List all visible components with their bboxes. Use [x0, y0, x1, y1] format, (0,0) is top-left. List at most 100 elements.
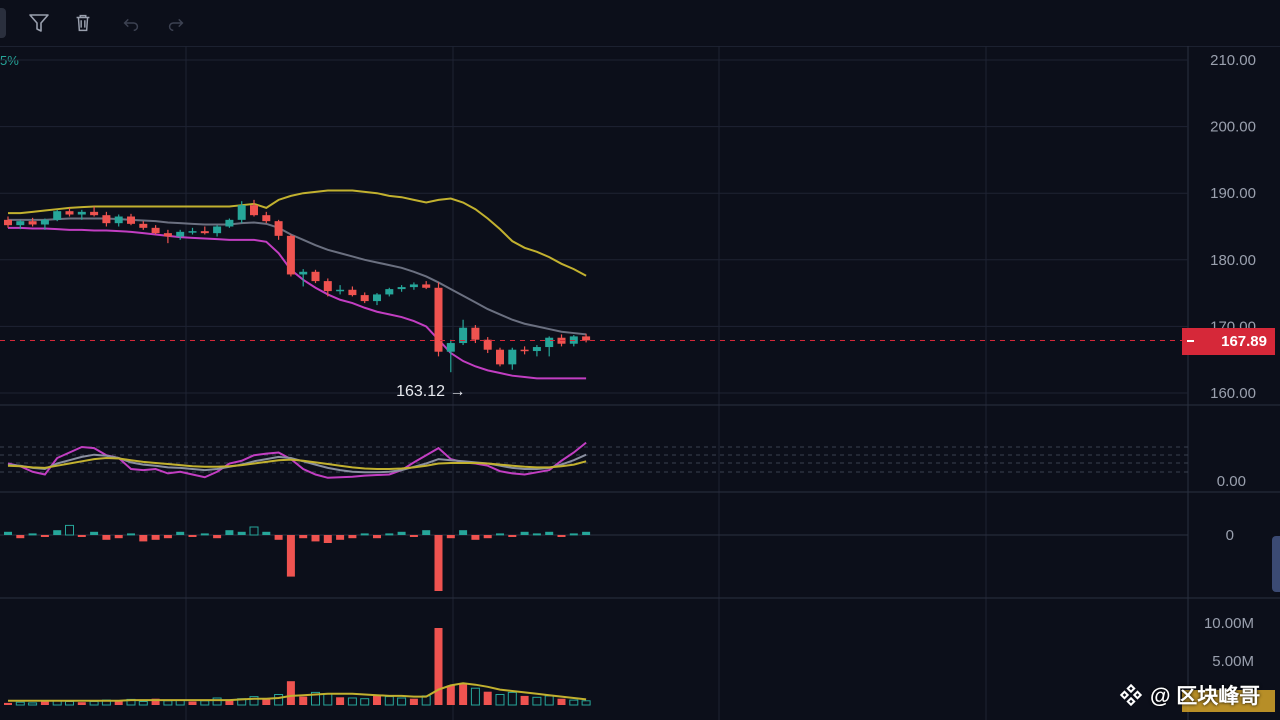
- candle-body: [299, 271, 308, 275]
- volume-bar: [262, 698, 271, 705]
- volume-bar: [347, 697, 357, 706]
- histogram-bar: [397, 531, 406, 535]
- candle-body: [545, 337, 554, 348]
- volume-bar: [114, 700, 123, 705]
- candle-body: [508, 349, 517, 365]
- volume-bar: [40, 701, 49, 705]
- volume-bar: [89, 701, 99, 706]
- candle-body: [40, 219, 49, 225]
- candle-body: [65, 211, 74, 215]
- volume-bar: [384, 696, 394, 706]
- histogram-bar: [16, 535, 25, 539]
- candle-body: [323, 281, 332, 292]
- histogram-bar: [373, 535, 381, 539]
- histogram-bar: [225, 530, 234, 535]
- bollinger-upper-line: [8, 189, 587, 277]
- candle-body: [311, 271, 320, 282]
- volume-bar: [581, 700, 591, 706]
- volume-bar: [299, 696, 308, 705]
- histogram-bar: [360, 533, 369, 536]
- volume-bar: [323, 693, 333, 706]
- histogram-bar: [40, 535, 49, 537]
- candle-body: [471, 327, 480, 340]
- candle-body: [90, 211, 99, 216]
- histogram-bar: [65, 524, 74, 536]
- candle-body: [409, 284, 418, 288]
- volume-bar: [434, 628, 443, 705]
- watermark-text: @ 区块峰哥: [1150, 685, 1261, 708]
- histogram-bar: [114, 535, 123, 539]
- histogram-bar: [545, 531, 554, 535]
- histogram-bar: [434, 535, 443, 591]
- candle-body: [385, 289, 394, 295]
- corner-badge: [1182, 690, 1275, 712]
- volume-ma-line: [8, 682, 587, 702]
- histogram-bar: [532, 533, 541, 536]
- histogram-bar: [446, 535, 455, 539]
- volume-bar: [373, 695, 381, 705]
- filter-icon[interactable]: [24, 8, 54, 38]
- volume-bar: [200, 700, 210, 706]
- redo-icon[interactable]: [161, 8, 191, 38]
- candle-body: [434, 287, 443, 352]
- histogram-bar: [237, 531, 246, 535]
- current-price-value: 167.89: [1221, 333, 1267, 350]
- chart-canvas[interactable]: 210.00200.00190.00180.00170.00160.00163.…: [0, 46, 1280, 720]
- volume-bar: [459, 684, 468, 705]
- candle-body: [336, 289, 345, 292]
- price-tick-label: 200.00: [1210, 119, 1256, 136]
- histogram-bar: [262, 531, 271, 535]
- histogram-bar: [200, 533, 209, 536]
- candle-body: [237, 205, 246, 220]
- scroll-handle[interactable]: [1272, 536, 1280, 592]
- watermark: @ 区块峰哥: [1118, 680, 1260, 710]
- histogram-bar: [582, 531, 591, 535]
- price-tick-label: 160.00: [1210, 385, 1256, 402]
- candle-body: [213, 226, 222, 234]
- volume-bar: [507, 691, 517, 706]
- candle-body: [225, 219, 234, 227]
- histogram-bar: [176, 531, 185, 535]
- volume-tick-label: 10.00M: [1204, 615, 1254, 632]
- low-price-label: 163.12 →: [396, 383, 465, 400]
- histogram-bar: [151, 535, 160, 540]
- volume-bar: [360, 698, 370, 706]
- trash-icon[interactable]: [68, 8, 98, 38]
- candle-body: [200, 231, 209, 234]
- candle-body: [114, 216, 123, 224]
- histogram-bar: [496, 533, 504, 536]
- volume-bar: [188, 701, 197, 705]
- histogram-bar: [53, 530, 62, 535]
- candle-body: [163, 233, 172, 237]
- histogram-bar: [127, 533, 135, 536]
- volume-bar: [286, 681, 295, 705]
- candle-body: [446, 343, 455, 352]
- candle-body: [459, 327, 468, 344]
- histogram-bar: [385, 533, 394, 536]
- histogram-bar: [299, 535, 308, 539]
- candle-body: [397, 287, 406, 290]
- volume-bar: [28, 702, 38, 706]
- candle-body: [4, 219, 12, 226]
- candle-body: [151, 227, 160, 234]
- candle-body: [139, 223, 148, 228]
- histogram-bar: [163, 535, 172, 539]
- candle-body: [102, 215, 111, 224]
- histogram-bar: [102, 535, 111, 540]
- histogram-bar: [323, 535, 332, 543]
- histogram-bar: [348, 535, 357, 539]
- panel-toggle-tab[interactable]: [0, 8, 6, 38]
- current-price-tag: 167.89: [1182, 328, 1275, 355]
- volume-bar: [225, 699, 234, 705]
- candle-body: [127, 216, 135, 224]
- histogram-bar: [569, 533, 578, 536]
- candle-body: [582, 336, 591, 341]
- oscillator-tick-label: 0.00: [1217, 473, 1246, 490]
- candle-body: [286, 235, 295, 275]
- candle-body: [16, 221, 25, 226]
- histogram-bar: [4, 531, 12, 535]
- undo-icon[interactable]: [116, 8, 146, 38]
- candle-body: [53, 211, 62, 220]
- candle-body: [176, 231, 185, 237]
- volume-bar: [15, 701, 25, 706]
